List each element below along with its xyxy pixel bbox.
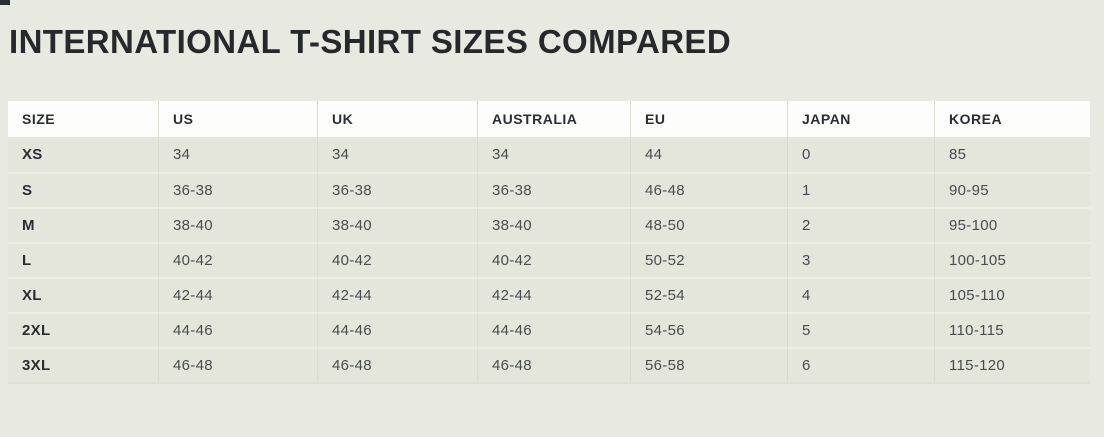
size-label: 3XL: [8, 347, 158, 382]
size-value-australia: 40-42: [477, 242, 630, 277]
column-header-korea: KOREA: [934, 101, 1090, 137]
size-value-japan: 3: [787, 242, 934, 277]
size-value-korea: 105-110: [934, 277, 1090, 312]
size-value-australia: 44-46: [477, 312, 630, 347]
size-value-us: 36-38: [158, 172, 317, 207]
size-value-korea: 110-115: [934, 312, 1090, 347]
size-value-uk: 36-38: [317, 172, 477, 207]
size-value-korea: 85: [934, 137, 1090, 172]
size-value-australia: 36-38: [477, 172, 630, 207]
table-row-l: L 40-42 40-42 40-42 50-52 3 100-105: [8, 242, 1090, 277]
column-header-uk: UK: [317, 101, 477, 137]
page-title: INTERNATIONAL T-SHIRT SIZES COMPARED: [9, 23, 732, 60]
size-value-us: 44-46: [158, 312, 317, 347]
size-value-uk: 44-46: [317, 312, 477, 347]
size-value-eu: 46-48: [630, 172, 787, 207]
sizes-comparison-table: SIZE US UK AUSTRALIA EU JAPAN KOREA XS 34 34 34 44…: [8, 101, 1090, 384]
size-value-eu: 48-50: [630, 207, 787, 242]
size-value-eu: 52-54: [630, 277, 787, 312]
table-body: XS 34 34 34 44 0 85 S 36-38 36-38 36-38 46-48 1 90-95…: [8, 137, 1090, 382]
table-row-3xl: 3XL 46-48 46-48 46-48 56-58 6 115-120: [8, 347, 1090, 382]
size-value-korea: 100-105: [934, 242, 1090, 277]
size-value-uk: 34: [317, 137, 477, 172]
size-value-eu: 56-58: [630, 347, 787, 382]
size-value-korea: 115-120: [934, 347, 1090, 382]
size-label: XL: [8, 277, 158, 312]
size-label: M: [8, 207, 158, 242]
size-value-us: 42-44: [158, 277, 317, 312]
table-row-2xl: 2XL 44-46 44-46 44-46 54-56 5 110-115: [8, 312, 1090, 347]
size-value-uk: 38-40: [317, 207, 477, 242]
size-value-uk: 40-42: [317, 242, 477, 277]
size-value-us: 46-48: [158, 347, 317, 382]
header-row: SIZE US UK AUSTRALIA EU JAPAN KOREA: [8, 101, 1090, 137]
table-row-m: M 38-40 38-40 38-40 48-50 2 95-100: [8, 207, 1090, 242]
size-value-eu: 50-52: [630, 242, 787, 277]
column-header-japan: JAPAN: [787, 101, 934, 137]
size-value-japan: 1: [787, 172, 934, 207]
size-value-us: 40-42: [158, 242, 317, 277]
size-value-uk: 42-44: [317, 277, 477, 312]
size-label: S: [8, 172, 158, 207]
size-value-japan: 4: [787, 277, 934, 312]
size-label: XS: [8, 137, 158, 172]
size-value-japan: 5: [787, 312, 934, 347]
size-value-uk: 46-48: [317, 347, 477, 382]
size-label: L: [8, 242, 158, 277]
top-left-corner-artifact: [0, 0, 10, 5]
size-value-korea: 95-100: [934, 207, 1090, 242]
column-header-us: US: [158, 101, 317, 137]
size-value-australia: 34: [477, 137, 630, 172]
column-header-eu: EU: [630, 101, 787, 137]
size-value-eu: 44: [630, 137, 787, 172]
size-value-japan: 6: [787, 347, 934, 382]
size-value-australia: 42-44: [477, 277, 630, 312]
table-row-xs: XS 34 34 34 44 0 85: [8, 137, 1090, 172]
column-header-size: SIZE: [8, 101, 158, 137]
size-value-australia: 46-48: [477, 347, 630, 382]
table-row-xl: XL 42-44 42-44 42-44 52-54 4 105-110: [8, 277, 1090, 312]
size-label: 2XL: [8, 312, 158, 347]
size-value-us: 38-40: [158, 207, 317, 242]
table-row-s: S 36-38 36-38 36-38 46-48 1 90-95: [8, 172, 1090, 207]
size-value-korea: 90-95: [934, 172, 1090, 207]
size-value-australia: 38-40: [477, 207, 630, 242]
column-header-australia: AUSTRALIA: [477, 101, 630, 137]
size-value-us: 34: [158, 137, 317, 172]
size-value-eu: 54-56: [630, 312, 787, 347]
size-value-japan: 0: [787, 137, 934, 172]
size-value-japan: 2: [787, 207, 934, 242]
